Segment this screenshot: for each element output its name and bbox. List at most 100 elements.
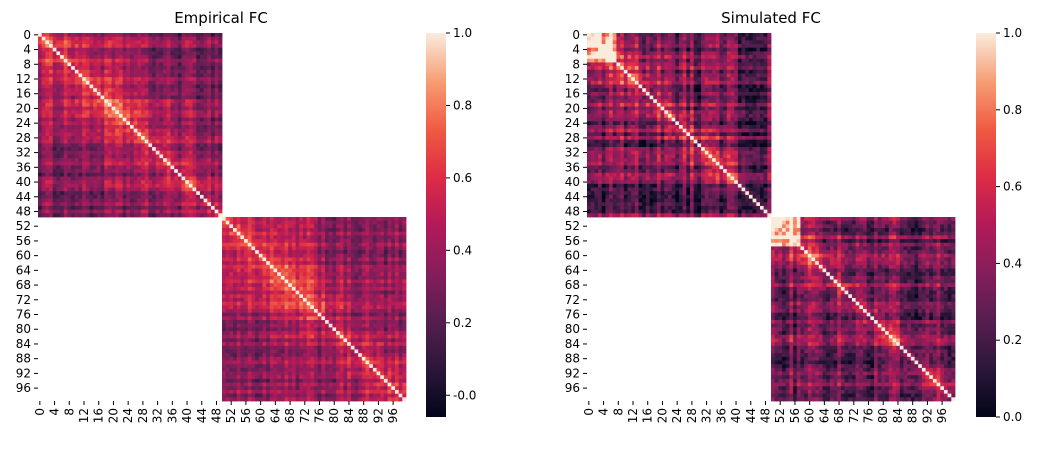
heatmap-cell [347, 297, 352, 303]
heatmap-cell [273, 382, 278, 387]
heatmap-cell [225, 312, 230, 317]
heatmap-cell [343, 323, 348, 328]
heatmap-cell [210, 33, 216, 38]
heatmap-cell [332, 334, 337, 339]
heatmap-cell [174, 55, 179, 60]
heatmap-cell [181, 62, 186, 67]
heatmap-cell [218, 209, 223, 214]
heatmap-cell [310, 364, 315, 369]
heatmap-cell [394, 272, 400, 277]
heatmap-cell [45, 161, 50, 166]
heatmap-cell [321, 231, 326, 236]
heatmap-cell [398, 257, 403, 262]
heatmap-cell [85, 154, 90, 159]
heatmap-cell [192, 202, 197, 207]
heatmap-cell [365, 353, 370, 358]
heatmap-cell [126, 73, 131, 78]
heatmap-cell [163, 99, 168, 104]
heatmap-cell [310, 294, 315, 299]
heatmap-cell [148, 183, 153, 188]
heatmap-cell [372, 231, 377, 236]
heatmap-cell [192, 110, 197, 115]
heatmap-cell [273, 371, 278, 376]
heatmap-cell [214, 128, 219, 133]
heatmap-cell [339, 250, 344, 255]
heatmap-cell [280, 382, 285, 387]
heatmap-cell [159, 36, 164, 41]
heatmap-cell [141, 110, 146, 115]
heatmap-cell [41, 209, 46, 214]
heatmap-cell [255, 334, 260, 339]
heatmap-cell [126, 77, 131, 82]
heatmap-cell [115, 139, 120, 144]
heatmap-cell [258, 246, 263, 251]
heatmap-cell [159, 143, 164, 148]
heatmap-cell [159, 150, 164, 155]
heatmap-cell [155, 128, 160, 133]
heatmap-cell [207, 84, 212, 89]
heatmap-cell [45, 205, 50, 211]
heatmap-cell [137, 154, 142, 159]
heatmap-cell [192, 121, 197, 126]
heatmap-cell [41, 117, 46, 122]
heatmap-cell [251, 397, 256, 402]
heatmap-cell [284, 323, 289, 328]
heatmap-cell [115, 33, 120, 38]
heatmap-cell [170, 121, 175, 126]
heatmap-cell [229, 353, 234, 358]
heatmap-cell [299, 360, 304, 365]
heatmap-cell [118, 143, 124, 148]
heatmap-cell [218, 132, 223, 137]
heatmap-cell [222, 246, 227, 251]
heatmap-cell [218, 128, 223, 133]
heatmap-cell [174, 154, 179, 159]
heatmap-cell [174, 139, 179, 144]
heatmap-cell [306, 389, 311, 395]
heatmap-cell [273, 327, 278, 332]
heatmap-cell [166, 110, 171, 115]
heatmap-cell [299, 367, 304, 372]
heatmap-cell [266, 220, 271, 225]
heatmap-cell [93, 165, 98, 170]
heatmap-cell [247, 323, 252, 328]
heatmap-cell [233, 217, 238, 222]
heatmap-cell [273, 257, 278, 262]
heatmap-cell [56, 77, 61, 82]
heatmap-cell [152, 91, 157, 96]
heatmap-cell [302, 261, 308, 266]
heatmap-cell [372, 279, 377, 284]
heatmap-cell [383, 353, 388, 358]
heatmap-cell [229, 338, 234, 343]
heatmap-cell [177, 191, 182, 196]
heatmap-cell [56, 180, 61, 185]
heatmap-cell [229, 349, 234, 354]
heatmap-cell [376, 360, 381, 365]
heatmap-cell [41, 80, 46, 85]
heatmap-cell [141, 150, 146, 155]
heatmap-cell [258, 323, 263, 328]
heatmap-cell [314, 239, 319, 244]
heatmap-cell [74, 84, 79, 89]
heatmap-cell [361, 342, 366, 347]
heatmap-cell [188, 73, 193, 78]
heatmap-cell [38, 125, 43, 130]
heatmap-cell [192, 154, 197, 159]
heatmap-cell [218, 110, 223, 115]
heatmap-cell [118, 121, 124, 126]
heatmap-cell [85, 176, 90, 181]
heatmap-cell [244, 393, 249, 398]
heatmap-cell [291, 217, 296, 222]
heatmap-cell [262, 312, 267, 317]
heatmap-cell [402, 338, 407, 343]
heatmap-cell [181, 77, 186, 82]
heatmap-cell [398, 268, 403, 273]
heatmap-cell [383, 309, 388, 314]
heatmap-cell [365, 224, 370, 229]
heatmap-cell [177, 161, 182, 166]
heatmap-cell [148, 132, 153, 137]
heatmap-cell [372, 239, 377, 244]
heatmap-cell [45, 128, 50, 133]
heatmap-cell [152, 128, 157, 133]
heatmap-cell [196, 55, 201, 60]
heatmap-cell [380, 253, 385, 258]
